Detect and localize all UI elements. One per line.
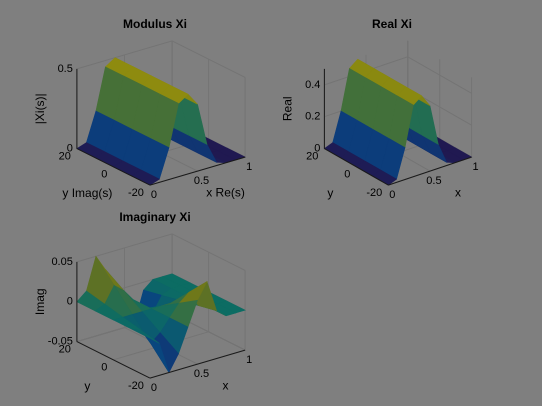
x-axis (149, 349, 246, 379)
x-axis-label: x (223, 378, 229, 392)
x-tick-label: 1 (246, 161, 252, 173)
y-axis-label: y (84, 379, 90, 393)
z-tick-label: 0.05 (51, 256, 72, 268)
y-tick-label: 0 (101, 362, 107, 374)
y-tick-label: -20 (366, 187, 382, 199)
z-tick-label: 0 (67, 142, 73, 154)
z-tick-label: 0.4 (305, 79, 320, 91)
y-axis (76, 148, 151, 186)
y-tick-label: 20 (59, 150, 71, 162)
y-axis-label: y Imag(s) (62, 186, 112, 200)
x-tick-label: 0.5 (194, 368, 209, 380)
x-tick-label: 0 (389, 189, 395, 201)
y-axis (76, 341, 151, 379)
z-axis-label: |Xi(s)| (33, 93, 47, 124)
x-axis (149, 156, 246, 186)
x-axis (388, 156, 472, 186)
z-tick-label: 0.5 (58, 63, 73, 75)
y-tick-label: 0 (101, 169, 107, 181)
y-tick-label: -20 (128, 380, 144, 392)
x-axis-label: x (455, 185, 461, 199)
y-tick-label: -20 (128, 187, 144, 199)
y-tick-label: 20 (306, 150, 318, 162)
y-tick-label: 0 (344, 169, 350, 181)
grid-line (76, 40, 246, 78)
grid-line (76, 233, 246, 271)
x-tick-label: 1 (473, 161, 479, 173)
y-axis-label: y (327, 186, 333, 200)
x-tick-label: 0 (151, 189, 157, 201)
x-tick-label: 0.5 (194, 175, 209, 187)
chart-title: Real Xi (372, 17, 412, 31)
chart-title: Modulus Xi (123, 17, 187, 31)
x-tick-label: 0 (151, 382, 157, 394)
z-tick-label: 0 (67, 296, 73, 308)
z-tick-label: 0 (314, 142, 320, 154)
surface-patch (131, 328, 160, 344)
z-axis-label: Imag (33, 288, 47, 315)
chart-title: Imaginary Xi (119, 210, 190, 224)
y-tick-label: 20 (59, 343, 71, 355)
z-tick-label: -0.05 (48, 335, 73, 347)
z-tick-label: 0.2 (305, 111, 320, 123)
x-tick-label: 0.5 (426, 175, 441, 187)
z-axis-label: Real (281, 96, 295, 121)
x-axis-label: x Re(s) (206, 185, 245, 199)
y-axis (324, 148, 389, 186)
x-tick-label: 1 (246, 354, 252, 366)
